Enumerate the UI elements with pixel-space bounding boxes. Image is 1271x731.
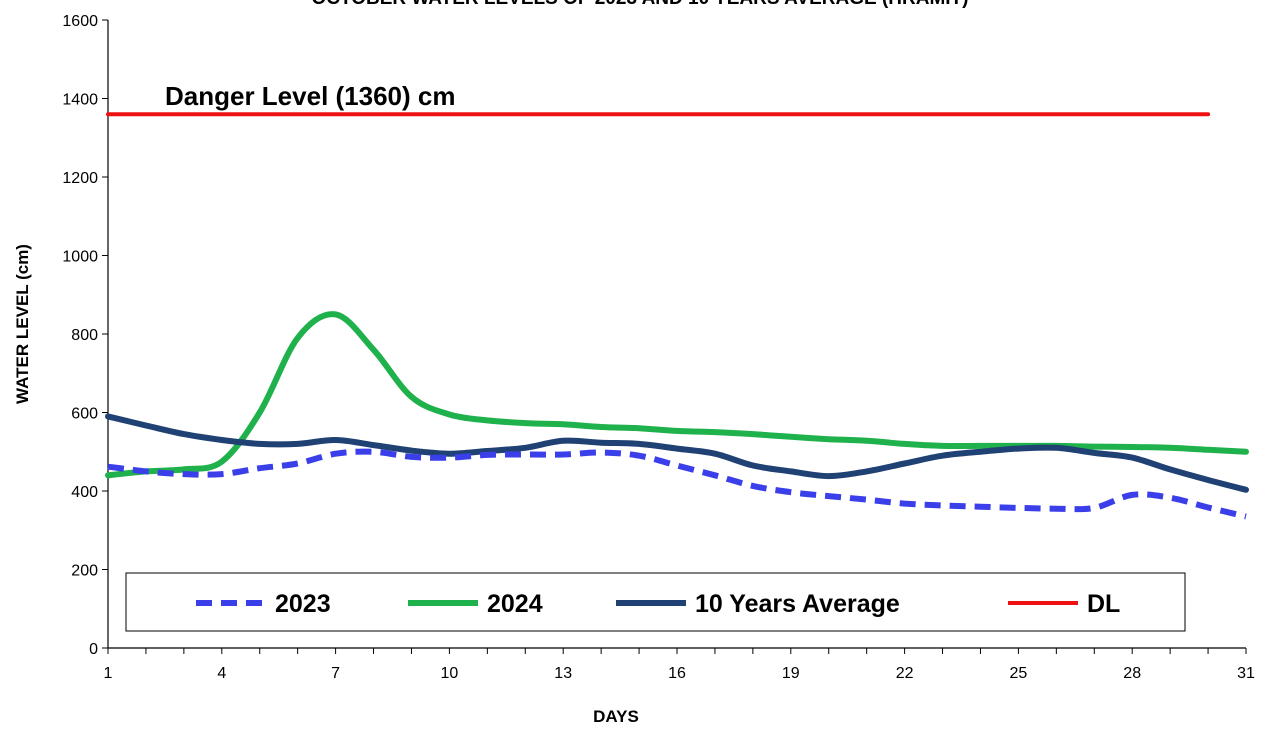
x-tick-label: 10 <box>441 665 459 682</box>
x-tick-label: 13 <box>554 665 572 682</box>
y-tick-label: 1200 <box>62 170 98 187</box>
y-tick-label: 1600 <box>62 13 98 30</box>
x-tick-label: 31 <box>1237 665 1255 682</box>
y-tick-label: 0 <box>89 641 98 658</box>
y-tick-label: 1400 <box>62 92 98 109</box>
legend-label-2023: 2023 <box>275 590 331 618</box>
x-ticks: 1 4 7 10 13 16 19 22 25 28 31 <box>104 648 1255 682</box>
legend-label-10-years-average: 10 Years Average <box>695 590 900 618</box>
series-line-2023 <box>107 448 1247 520</box>
y-tick-label: 1000 <box>62 249 98 266</box>
x-tick-label: 7 <box>331 665 340 682</box>
series-line-10-years-average <box>105 413 1249 493</box>
x-tick-label: 4 <box>217 665 226 682</box>
danger-level-annotation: Danger Level (1360) cm <box>165 81 455 111</box>
x-tick-label: 25 <box>1010 665 1028 682</box>
legend-label-dl: DL <box>1087 590 1120 618</box>
y-tick-label: 200 <box>71 563 98 580</box>
chart-title: OCTOBER WATER LEVELS OF 2023 AND 10 YEAR… <box>311 0 968 9</box>
x-tick-label: 16 <box>668 665 686 682</box>
y-tick-label: 600 <box>71 406 98 423</box>
x-tick-label: 1 <box>104 665 113 682</box>
y-axis-title: WATER LEVEL (cm) <box>13 244 32 404</box>
x-tick-label: 28 <box>1123 665 1141 682</box>
legend-label-2024: 2024 <box>487 590 543 618</box>
series-lines <box>105 112 1249 520</box>
x-tick-label: 22 <box>896 665 914 682</box>
legend: 2023 2024 10 Years Average DL <box>125 572 1186 632</box>
x-tick-label: 19 <box>782 665 800 682</box>
y-tick-label: 400 <box>71 484 98 501</box>
y-tick-label: 800 <box>71 327 98 344</box>
legend-items: 2023 2024 10 Years Average DL <box>196 590 1120 618</box>
x-axis-title: DAYS <box>593 707 639 726</box>
y-ticks: 0 200 400 600 800 1000 1200 1400 1600 <box>62 13 108 658</box>
